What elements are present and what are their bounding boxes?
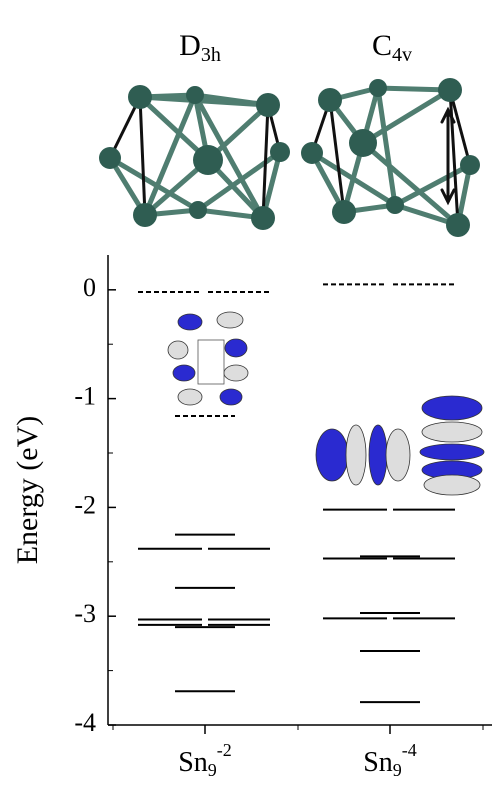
category-sup: -2	[217, 740, 232, 760]
x-tick-label: Sn9-2	[178, 740, 232, 780]
cluster-d3h	[99, 85, 290, 230]
category-main: Sn	[178, 747, 208, 778]
y-tick-label: -4	[74, 708, 96, 737]
orbital-sn9-4	[316, 396, 484, 495]
y-tick-label: -2	[74, 490, 96, 519]
structure-main: D	[179, 29, 201, 62]
category-sub: 9	[208, 760, 217, 780]
structure-label: D3h	[179, 29, 221, 66]
y-tick-label: -3	[74, 599, 96, 628]
structure-main: C	[372, 29, 392, 62]
category-sub: 9	[393, 760, 402, 780]
y-tick-label: -1	[74, 382, 96, 411]
x-tick-label: Sn9-4	[363, 740, 417, 780]
category-sup: -4	[402, 740, 417, 760]
chart: D3hC4v0-1-2-3-4Energy (eV)Sn9-2Sn9-4	[0, 0, 496, 786]
structure-sub: 3h	[201, 44, 221, 66]
orbital-sn9-2	[168, 312, 248, 405]
y-tick-label: 0	[83, 273, 96, 302]
structure-sub: 4v	[392, 44, 412, 66]
y-axis-label: Energy (eV)	[11, 416, 44, 565]
structure-label: C4v	[372, 29, 412, 66]
category-main: Sn	[363, 747, 393, 778]
cluster-c4v	[301, 78, 480, 237]
